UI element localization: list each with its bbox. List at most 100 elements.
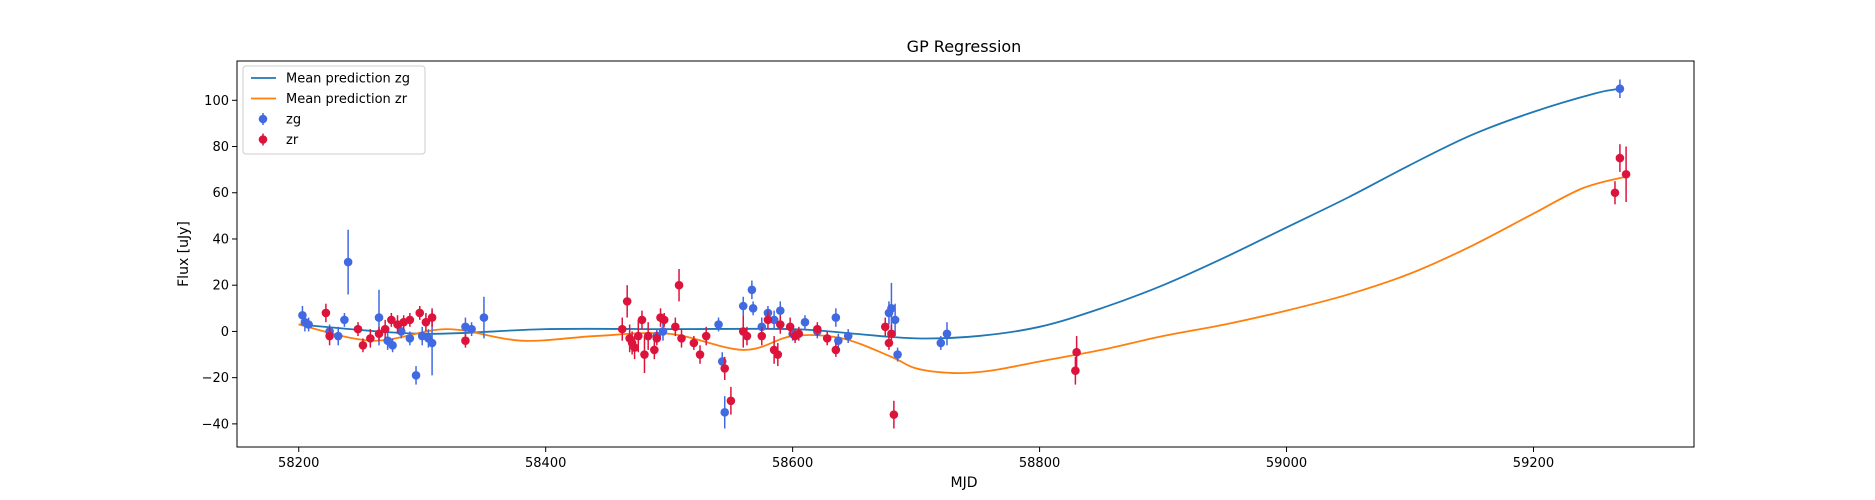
zg-point — [405, 334, 415, 343]
zr-point — [1615, 153, 1625, 163]
legend-entry-label: zr — [286, 133, 299, 148]
zr-point — [763, 315, 773, 325]
zg-point — [411, 371, 421, 380]
zg-point — [340, 315, 349, 325]
zr-point — [689, 338, 699, 348]
zr-point — [775, 320, 785, 329]
legend-entry-label: Mean prediction zr — [286, 92, 408, 107]
series-points-zr — [321, 144, 1631, 429]
x-tick-label: 59000 — [1266, 456, 1307, 471]
series-line-mean-prediction-zr — [298, 175, 1627, 375]
zr-point — [831, 345, 841, 355]
zg-point — [333, 331, 343, 341]
zr-point — [421, 317, 431, 327]
zg-point — [748, 304, 758, 313]
zg-point — [887, 304, 896, 313]
zg-point — [427, 338, 437, 348]
zr-point — [720, 364, 730, 373]
zr-point — [415, 308, 425, 318]
zg-point — [831, 313, 841, 322]
legend-entry-label: zg — [286, 113, 301, 128]
y-tick-label: 20 — [212, 279, 229, 294]
zg-point — [800, 317, 810, 327]
y-axis-ticks: −40 −20 0 20 40 60 80 100 — [202, 94, 237, 432]
y-tick-label: 0 — [221, 325, 229, 340]
y-tick-label: 40 — [212, 232, 229, 247]
zg-point — [834, 336, 843, 345]
y-axis-label: Flux [uJy] — [176, 221, 192, 287]
zr-point — [427, 313, 437, 322]
zg-point — [769, 315, 779, 325]
zr-point — [637, 315, 647, 325]
x-tick-label: 59200 — [1513, 456, 1554, 471]
x-axis-label: MJD — [951, 475, 978, 491]
zr-point — [374, 329, 384, 339]
zr-point — [889, 410, 899, 419]
zr-point — [650, 345, 659, 355]
zg-point — [479, 313, 489, 322]
zg-point — [467, 324, 476, 334]
zr-point — [358, 340, 368, 350]
x-axis-ticks: 58200 58400 58600 58800 59000 59200 — [278, 447, 1554, 471]
zr-point — [674, 280, 684, 290]
zr-point — [366, 334, 375, 343]
zg-point — [720, 408, 730, 417]
zr-point — [726, 396, 736, 406]
zr-point — [640, 350, 649, 359]
series-line-group-0 — [298, 87, 1621, 340]
legend-swatch-point — [258, 114, 268, 124]
zr-point — [633, 331, 643, 341]
x-tick-label: 58600 — [772, 456, 813, 471]
zg-point — [738, 301, 748, 311]
legend: Mean prediction zg Mean prediction zr zg zr — [242, 65, 426, 155]
zg-point — [343, 257, 353, 267]
legend-swatch-point — [258, 135, 268, 144]
zr-point — [1621, 169, 1631, 179]
zg-point — [658, 327, 668, 336]
zr-point — [1610, 188, 1620, 198]
zr-point — [880, 322, 890, 332]
series-line-group-1 — [298, 175, 1627, 375]
zr-point — [622, 297, 632, 306]
zg-point — [396, 327, 406, 336]
zr-point — [794, 329, 804, 339]
zg-point — [775, 306, 785, 315]
zr-point — [887, 329, 896, 339]
y-tick-label: 60 — [212, 186, 229, 201]
zg-point — [388, 340, 397, 350]
zg-point — [936, 338, 946, 348]
zr-point — [659, 315, 669, 325]
y-tick-label: −20 — [202, 371, 229, 386]
zr-point — [671, 322, 680, 332]
zg-point — [942, 329, 952, 339]
zr-point — [325, 331, 334, 341]
zr-point — [353, 324, 363, 334]
zr-point — [405, 315, 415, 325]
legend-frame — [242, 65, 426, 155]
x-tick-label: 58800 — [1019, 456, 1060, 471]
y-tick-label: −40 — [202, 417, 229, 432]
zr-point — [822, 334, 832, 343]
zr-point — [677, 334, 686, 343]
zr-point — [321, 308, 331, 318]
y-tick-label: 100 — [204, 94, 229, 109]
zg-point — [890, 315, 900, 325]
zr-point — [773, 350, 783, 359]
series-points-zg — [298, 79, 1625, 429]
chart-title: GP Regression — [907, 37, 1022, 56]
zr-point — [1072, 347, 1081, 357]
series-line-mean-prediction-zg — [298, 87, 1621, 340]
zr-point — [461, 336, 470, 345]
x-tick-label: 58200 — [278, 456, 319, 471]
zr-point — [695, 350, 705, 359]
zr-point — [387, 315, 396, 325]
zr-point — [1071, 366, 1080, 376]
plot-area — [236, 60, 1695, 448]
axes-frame — [236, 60, 1695, 448]
zr-point — [742, 331, 752, 341]
zr-point — [630, 343, 639, 352]
zg-point — [304, 320, 313, 329]
zr-point — [643, 331, 653, 341]
zr-point — [652, 334, 662, 343]
